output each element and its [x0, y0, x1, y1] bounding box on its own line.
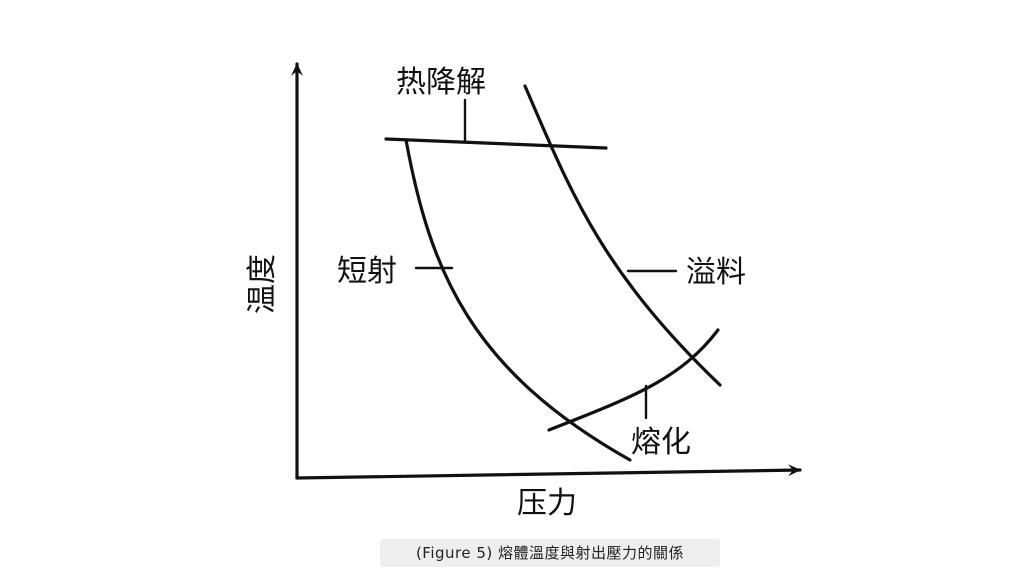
melting-label: 熔化: [631, 425, 691, 460]
short-shot-label: 短射: [337, 254, 397, 289]
x-axis-label: 压力: [517, 486, 577, 521]
figure-caption: (Figure 5) 熔體溫度與射出壓力的關係: [380, 539, 720, 567]
thermal-degradation-line: [384, 137, 608, 150]
melting-curve: [547, 328, 720, 432]
y-axis-label: 温度: [245, 254, 280, 314]
flash-curve: [523, 84, 722, 387]
thermal-degradation-label: 热降解: [396, 65, 486, 100]
short-shot-curve: [404, 138, 632, 462]
flash-label: 溢料: [686, 255, 746, 290]
x-axis: [295, 464, 802, 480]
